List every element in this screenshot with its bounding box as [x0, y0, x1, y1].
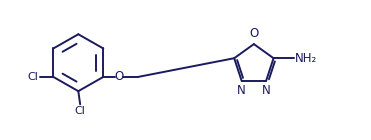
Text: O: O: [249, 27, 259, 40]
Text: Cl: Cl: [28, 72, 39, 82]
Text: NH₂: NH₂: [295, 52, 318, 65]
Text: N: N: [262, 84, 270, 97]
Text: Cl: Cl: [75, 106, 86, 116]
Text: O: O: [114, 70, 124, 83]
Text: N: N: [237, 84, 246, 97]
